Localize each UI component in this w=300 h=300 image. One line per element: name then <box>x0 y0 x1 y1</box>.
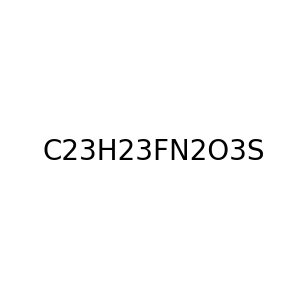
Text: C23H23FN2O3S: C23H23FN2O3S <box>43 137 265 166</box>
